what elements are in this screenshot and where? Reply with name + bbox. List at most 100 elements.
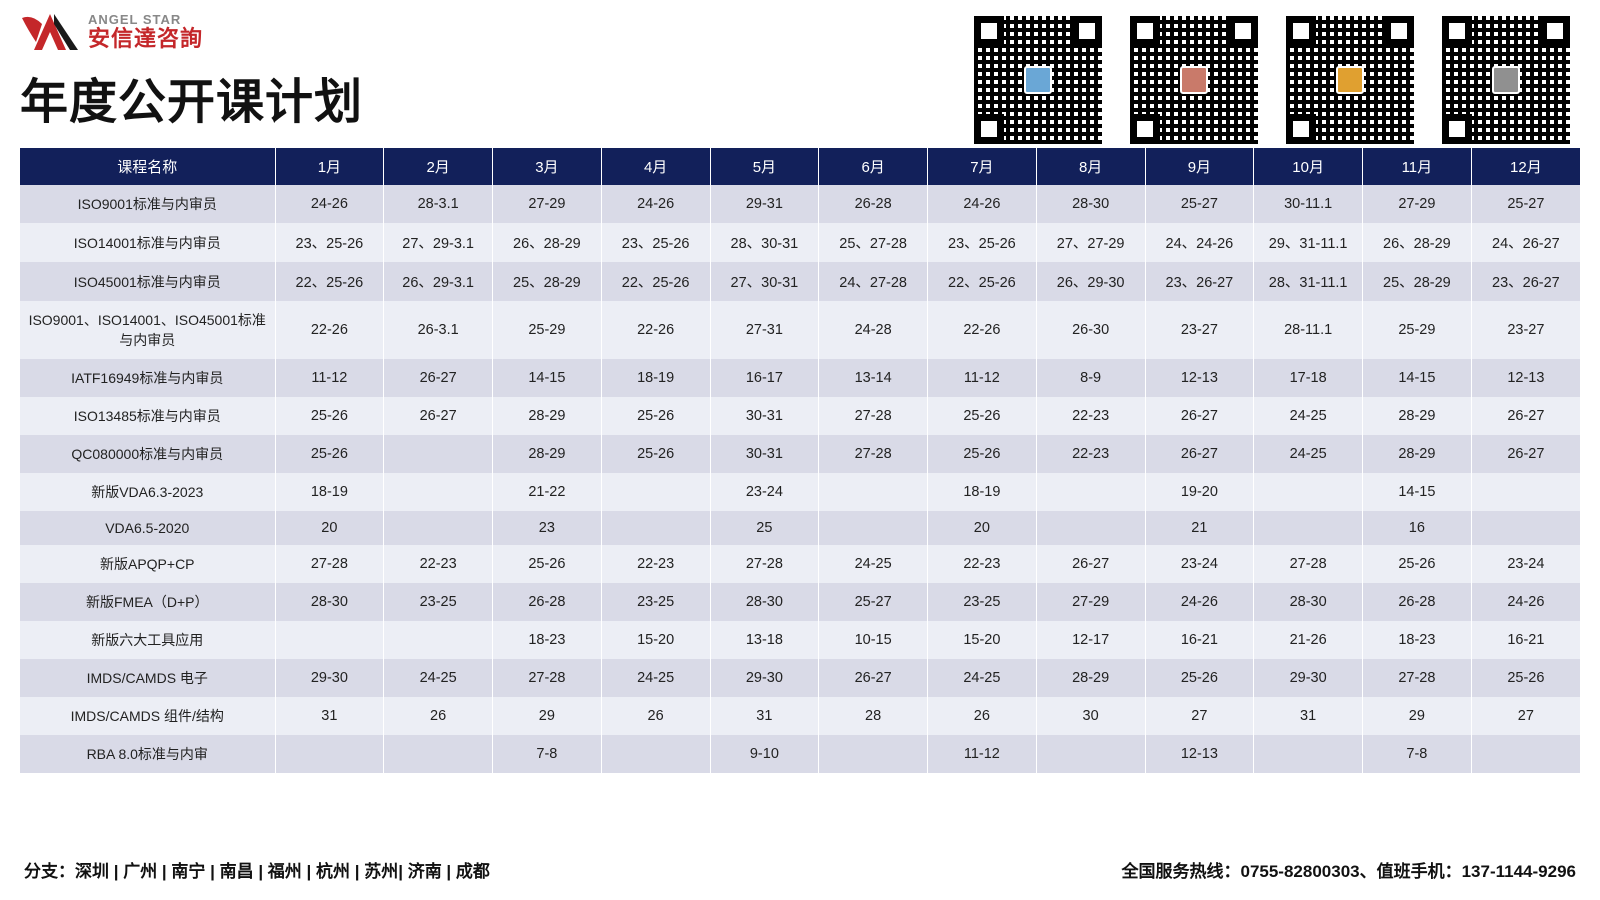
- qr-code: [1442, 16, 1570, 144]
- cell-date: [601, 511, 710, 545]
- cell-date: 29-30: [1254, 659, 1363, 697]
- footer-branches: 分支：深圳 | 广州 | 南宁 | 南昌 | 福州 | 杭州 | 苏州| 济南 …: [24, 857, 490, 882]
- cell-date: [601, 473, 710, 511]
- cell-date: 26-28: [1363, 583, 1472, 621]
- cell-date: 28-29: [1036, 659, 1145, 697]
- cell-date: 26-27: [1471, 397, 1580, 435]
- cell-date: 16-17: [710, 359, 819, 397]
- qr-code: [1286, 16, 1414, 144]
- page-title: 年度公开课计划: [20, 62, 363, 132]
- cell-date: 26、28-29: [1363, 223, 1472, 262]
- cell-date: 16-21: [1471, 621, 1580, 659]
- cell-date: 22-26: [275, 301, 384, 359]
- cell-date: 24-25: [384, 659, 493, 697]
- cell-date: 24-25: [1254, 397, 1363, 435]
- cell-date: 25-26: [928, 397, 1037, 435]
- cell-date: 23、26-27: [1145, 262, 1254, 301]
- cell-date: 26-27: [384, 359, 493, 397]
- cell-date: 28-30: [275, 583, 384, 621]
- table-row: 新版FMEA（D+P）28-3023-2526-2823-2528-3025-2…: [20, 583, 1580, 621]
- cell-date: 24-28: [819, 301, 928, 359]
- cell-date: 26-27: [1145, 397, 1254, 435]
- table-row: RBA 8.0标准与内审7-89-1011-1212-137-8: [20, 735, 1580, 773]
- cell-date: 13-14: [819, 359, 928, 397]
- cell-date: [384, 621, 493, 659]
- cell-date: [819, 735, 928, 773]
- cell-date: 24-25: [601, 659, 710, 697]
- col-month: 8月: [1036, 148, 1145, 185]
- cell-date: 25-26: [275, 397, 384, 435]
- cell-date: 26-27: [819, 659, 928, 697]
- cell-date: 28-30: [1036, 185, 1145, 223]
- page-footer: 分支：深圳 | 广州 | 南宁 | 南昌 | 福州 | 杭州 | 苏州| 济南 …: [0, 857, 1600, 882]
- cell-date: [384, 511, 493, 545]
- cell-date: 23-24: [710, 473, 819, 511]
- cell-date: 21-22: [493, 473, 602, 511]
- cell-date: 22-23: [928, 545, 1037, 583]
- col-month: 5月: [710, 148, 819, 185]
- qr-code: [1130, 16, 1258, 144]
- cell-date: 25-26: [601, 397, 710, 435]
- cell-date: 25-26: [1471, 659, 1580, 697]
- cell-date: 27-28: [1363, 659, 1472, 697]
- cell-course-name: IMDS/CAMDS 电子: [20, 659, 275, 697]
- table-row: IATF16949标准与内审员11-1226-2714-1518-1916-17…: [20, 359, 1580, 397]
- cell-date: 24、26-27: [1471, 223, 1580, 262]
- cell-date: 18-23: [1363, 621, 1472, 659]
- table-body: ISO9001标准与内审员24-2628-3.127-2924-2629-312…: [20, 185, 1580, 773]
- cell-date: 24-25: [1254, 435, 1363, 473]
- cell-date: 23、25-26: [601, 223, 710, 262]
- cell-date: 28: [819, 697, 928, 735]
- col-month: 12月: [1471, 148, 1580, 185]
- cell-date: 24-25: [928, 659, 1037, 697]
- cell-date: 13-18: [710, 621, 819, 659]
- brand-chinese: 安信達咨詢: [88, 27, 203, 51]
- cell-date: 25、28-29: [1363, 262, 1472, 301]
- cell-date: 27-28: [493, 659, 602, 697]
- cell-date: [601, 735, 710, 773]
- cell-date: 26、29-30: [1036, 262, 1145, 301]
- cell-course-name: RBA 8.0标准与内审: [20, 735, 275, 773]
- cell-date: [275, 735, 384, 773]
- cell-date: 7-8: [493, 735, 602, 773]
- cell-date: 29-30: [710, 659, 819, 697]
- cell-date: 28-11.1: [1254, 301, 1363, 359]
- cell-date: 23-25: [601, 583, 710, 621]
- cell-course-name: VDA6.5-2020: [20, 511, 275, 545]
- table-row: ISO14001标准与内审员23、25-2627、29-3.126、28-292…: [20, 223, 1580, 262]
- table-header-row: 课程名称1月2月3月4月5月6月7月8月9月10月11月12月: [20, 148, 1580, 185]
- cell-date: [819, 473, 928, 511]
- cell-date: 28-30: [710, 583, 819, 621]
- table-row: ISO9001、ISO14001、ISO45001标准与内审员22-2626-3…: [20, 301, 1580, 359]
- cell-date: 14-15: [493, 359, 602, 397]
- cell-date: [384, 473, 493, 511]
- cell-date: 24-26: [1471, 583, 1580, 621]
- cell-date: 23-24: [1145, 545, 1254, 583]
- cell-date: 22、25-26: [275, 262, 384, 301]
- cell-date: 11-12: [275, 359, 384, 397]
- cell-date: 26、28-29: [493, 223, 602, 262]
- schedule-table: 课程名称1月2月3月4月5月6月7月8月9月10月11月12月 ISO9001标…: [20, 148, 1580, 773]
- cell-date: 26-3.1: [384, 301, 493, 359]
- logo-mark: [20, 10, 80, 54]
- col-month: 11月: [1363, 148, 1472, 185]
- cell-date: 30: [1036, 697, 1145, 735]
- cell-date: 25-27: [1145, 185, 1254, 223]
- cell-date: 27、27-29: [1036, 223, 1145, 262]
- col-month: 6月: [819, 148, 928, 185]
- cell-date: 22-23: [384, 545, 493, 583]
- cell-date: 31: [275, 697, 384, 735]
- cell-date: 16: [1363, 511, 1472, 545]
- cell-date: 23: [493, 511, 602, 545]
- cell-date: 30-11.1: [1254, 185, 1363, 223]
- cell-date: 28-29: [1363, 397, 1472, 435]
- cell-date: 29-30: [275, 659, 384, 697]
- cell-date: 11-12: [928, 735, 1037, 773]
- cell-date: 25-26: [601, 435, 710, 473]
- cell-date: 23-25: [384, 583, 493, 621]
- cell-date: 23-24: [1471, 545, 1580, 583]
- cell-course-name: ISO9001标准与内审员: [20, 185, 275, 223]
- table-row: IMDS/CAMDS 组件/结构312629263128263027312927: [20, 697, 1580, 735]
- cell-date: 26-27: [1145, 435, 1254, 473]
- col-month: 3月: [493, 148, 602, 185]
